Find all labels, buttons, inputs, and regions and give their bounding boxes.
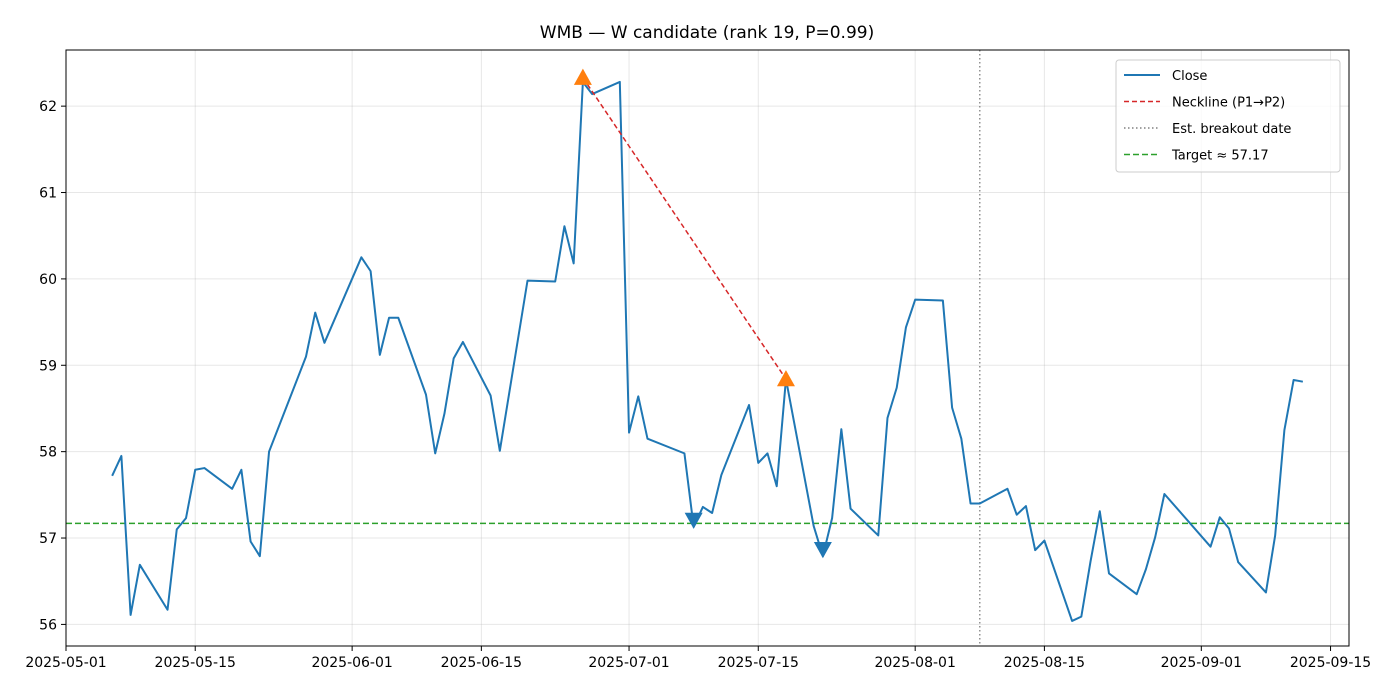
x-tick-label: 2025-09-15	[1290, 655, 1371, 671]
grid	[65, 50, 1349, 646]
series-layer	[111, 77, 1304, 622]
y-tick-label: 57	[39, 531, 57, 547]
y-tick-label: 61	[39, 186, 57, 202]
y-tick-label: 59	[39, 358, 57, 374]
close-price-line	[111, 80, 1304, 622]
legend-label-target: Target ≈ 57.17	[1171, 149, 1269, 164]
y-tick-label: 58	[39, 445, 57, 461]
legend-label-close: Close	[1172, 69, 1207, 84]
neckline-line	[582, 77, 787, 380]
trough-marker	[813, 542, 832, 559]
x-tick-label: 2025-05-15	[155, 655, 236, 671]
reference-lines	[66, 50, 1349, 646]
x-tick-label: 2025-08-15	[1004, 655, 1085, 671]
peak-marker	[573, 68, 592, 85]
x-tick-label: 2025-09-01	[1161, 655, 1242, 671]
x-tick-label: 2025-06-15	[441, 655, 522, 671]
y-tick-label: 60	[39, 272, 57, 288]
x-tick-label: 2025-07-01	[588, 655, 669, 671]
x-tick-label: 2025-08-01	[874, 655, 955, 671]
x-axis: 2025-05-01 2025-05-15 2025-06-01 2025-06-15…	[25, 646, 1371, 671]
x-tick-label: 2025-07-15	[718, 655, 799, 671]
legend-label-neckline: Neckline (P1→P2)	[1172, 96, 1285, 111]
x-tick-label: 2025-06-01	[311, 655, 392, 671]
y-tick-label: 62	[39, 99, 57, 115]
legend: Close Neckline (P1→P2) Est. breakout dat…	[1115, 59, 1341, 173]
y-tick-label: 56	[39, 617, 57, 633]
chart-title: WMB — W candidate (rank 19, P=0.99)	[540, 23, 874, 43]
peak-marker	[776, 370, 795, 387]
plot-frame	[65, 49, 1350, 647]
legend-label-breakout: Est. breakout date	[1172, 122, 1291, 137]
pattern-markers	[573, 68, 832, 559]
legend-box	[1115, 59, 1341, 173]
trough-marker	[684, 512, 703, 529]
y-axis: 56 57 58 59 60 61 62	[39, 99, 66, 633]
x-tick-label: 2025-05-01	[25, 655, 106, 671]
